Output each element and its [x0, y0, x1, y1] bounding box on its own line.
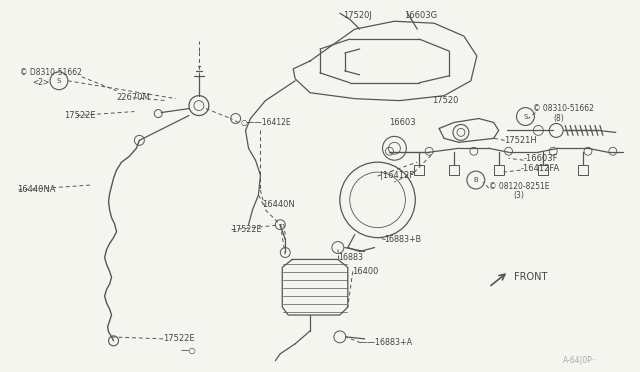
- Text: S: S: [57, 78, 61, 84]
- Text: 17522E: 17522E: [230, 225, 261, 234]
- Text: S: S: [524, 113, 527, 119]
- Text: FRONT: FRONT: [513, 272, 547, 282]
- Text: 17520J: 17520J: [343, 11, 372, 20]
- Text: -16603F: -16603F: [524, 154, 558, 163]
- Text: 16883+B: 16883+B: [385, 235, 422, 244]
- Text: 17520: 17520: [432, 96, 458, 105]
- Text: © D8310-51662: © D8310-51662: [20, 68, 82, 77]
- Bar: [449, 165, 459, 175]
- Text: 16400: 16400: [352, 267, 378, 276]
- Text: 16883: 16883: [338, 253, 363, 262]
- Text: 16440NA: 16440NA: [17, 186, 56, 195]
- Text: 17522E: 17522E: [163, 334, 195, 343]
- Text: 22670M: 22670M: [116, 93, 150, 102]
- Bar: [578, 165, 588, 175]
- Text: ○——16412E: ○——16412E: [241, 118, 291, 127]
- Text: 16603: 16603: [390, 118, 416, 127]
- Text: |16412F: |16412F: [380, 171, 413, 180]
- Text: (8): (8): [553, 114, 564, 123]
- Text: A-64|0P··: A-64|0P··: [563, 356, 598, 365]
- Text: <2>: <2>: [32, 78, 49, 87]
- Text: (3): (3): [513, 192, 524, 201]
- Text: © 08310-51662: © 08310-51662: [533, 104, 595, 113]
- Bar: [493, 165, 504, 175]
- Text: © 08120-8251E: © 08120-8251E: [489, 182, 549, 190]
- Text: 17521H: 17521H: [504, 136, 536, 145]
- Text: 17522E: 17522E: [64, 111, 95, 120]
- Text: B: B: [474, 177, 478, 183]
- Bar: [538, 165, 548, 175]
- Bar: [414, 165, 424, 175]
- Text: ——16883+A: ——16883+A: [360, 338, 413, 347]
- Text: -16412FA: -16412FA: [520, 164, 560, 173]
- Text: —○: —○: [181, 346, 196, 355]
- Text: 16440N: 16440N: [262, 201, 295, 209]
- Text: 16603G: 16603G: [404, 11, 438, 20]
